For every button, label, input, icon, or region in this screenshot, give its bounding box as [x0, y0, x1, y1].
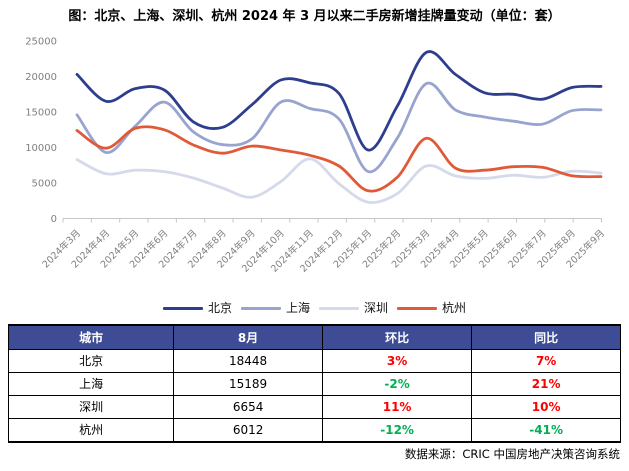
legend-item-深圳: 深圳	[319, 301, 388, 315]
cell-yoy: 21%	[471, 372, 621, 396]
cell-city: 北京	[7, 349, 175, 373]
line-chart: 05000100001500020000250002024年3月2024年4月2…	[25, 37, 607, 275]
header-city: 城市	[7, 324, 175, 350]
series-line-上海	[75, 81, 603, 174]
y-axis-tick-label: 10000	[25, 143, 57, 154]
legend-item-上海: 上海	[240, 301, 310, 315]
chart-title: 图：北京、上海、深圳、杭州 2024 年 3 月以来二手房新增挂牌量变动（单位：…	[68, 9, 561, 24]
cell-august-value: 6012	[173, 418, 323, 443]
legend-line-swatch	[162, 306, 203, 310]
header-mom: 环比	[321, 324, 473, 350]
legend-label: 北京	[207, 301, 232, 315]
data-source-note: 数据来源：CRIC 中国房地产决策咨询系统	[404, 447, 620, 461]
cell-yoy: -41%	[471, 418, 621, 443]
y-axis-tick-label: 25000	[25, 37, 57, 48]
legend-line-swatch	[397, 306, 438, 310]
cell-mom: -2%	[321, 372, 473, 396]
cell-mom: -12%	[321, 418, 473, 443]
legend-item-北京: 北京	[162, 301, 232, 315]
cell-yoy: 7%	[471, 349, 621, 373]
series-line-北京	[75, 50, 603, 152]
cell-city: 深圳	[7, 395, 175, 419]
cell-city: 上海	[7, 372, 175, 396]
table-row-上海: 上海 15189 -2% 21%	[7, 372, 621, 396]
legend-item-杭州: 杭州	[397, 301, 466, 315]
chart-legend: 北京 上海 深圳 杭州	[0, 299, 629, 317]
table-header-row: 城市 8月 环比 同比	[7, 324, 621, 350]
y-axis-tick-label: 0	[51, 214, 57, 225]
y-axis-tick-label: 5000	[32, 179, 57, 190]
cell-mom: 3%	[321, 349, 473, 373]
cell-august-value: 6654	[173, 395, 323, 419]
table-row-深圳: 深圳 6654 11% 10%	[7, 395, 621, 419]
y-axis-tick-label: 20000	[25, 72, 57, 83]
series-line-深圳	[75, 157, 603, 204]
header-yoy: 同比	[471, 324, 621, 350]
y-axis-tick-label: 15000	[25, 108, 57, 119]
cell-august-value: 18448	[173, 349, 323, 373]
cell-city: 杭州	[7, 418, 175, 443]
city-stats-table: 城市 8月 环比 同比 北京 18448 3% 7% 上海 15189 -2% 21% 深圳 66…	[7, 324, 621, 443]
table-row-杭州: 杭州 6012 -12% -41%	[7, 418, 621, 443]
series-line-杭州	[75, 125, 603, 193]
legend-line-swatch	[319, 306, 359, 310]
header-august: 8月	[173, 324, 323, 350]
legend-label: 杭州	[442, 301, 467, 315]
legend-label: 深圳	[364, 301, 389, 315]
cell-yoy: 10%	[471, 395, 621, 419]
table-row-北京: 北京 18448 3% 7%	[7, 349, 621, 373]
cell-august-value: 15189	[173, 372, 323, 396]
cell-mom: 11%	[321, 395, 473, 419]
legend-line-swatch	[240, 306, 281, 310]
legend-label: 上海	[285, 301, 310, 315]
